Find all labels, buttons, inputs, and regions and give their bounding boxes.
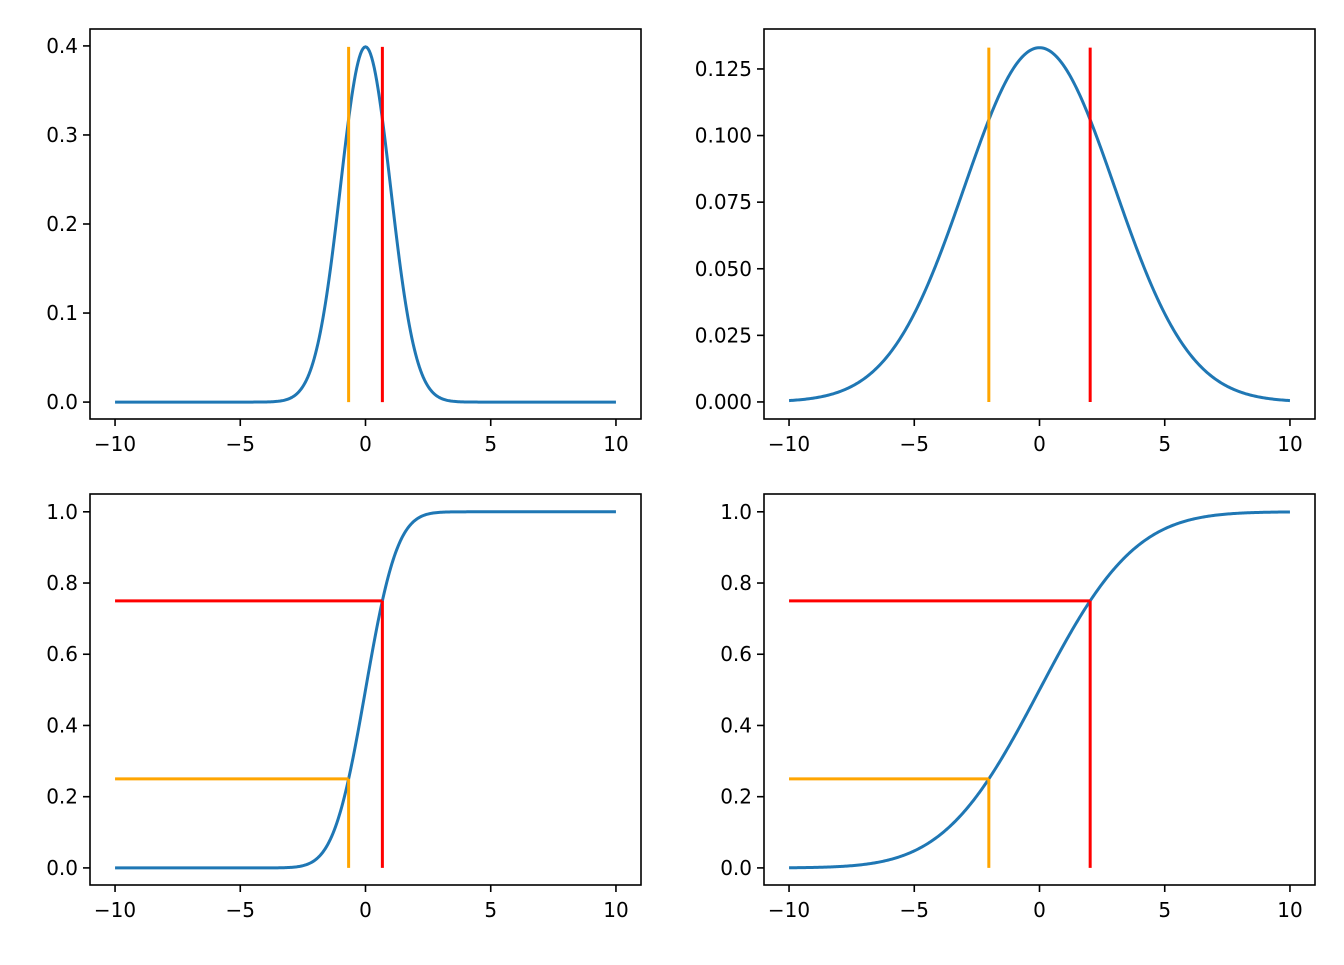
y-tick-label: 0.2 (46, 212, 78, 236)
y-tick-label: 0.8 (720, 571, 752, 595)
y-tick-label: 0.1 (46, 301, 78, 325)
y-tick-label: 0.4 (720, 713, 752, 737)
x-tick-label: −10 (94, 432, 136, 456)
y-tick-label: 0.6 (46, 642, 78, 666)
y-tick-label: 0.2 (720, 785, 752, 809)
subplot-3: −10 −5 0 5 10 0.0 0.2 0.4 0.6 0.8 1.0 (46, 493, 642, 922)
y-tick-label: 0.0 (46, 390, 78, 414)
y-tick-label: 0.6 (720, 642, 752, 666)
x-tick-label: 10 (603, 898, 628, 922)
y-tick-label: 0.0 (720, 856, 752, 880)
x-tick-label: −5 (226, 898, 255, 922)
y-tick-label: 0.075 (695, 190, 752, 214)
y-tick-label: 0.2 (46, 785, 78, 809)
x-tick-label: −10 (768, 432, 810, 456)
x-tick-label: 0 (1033, 898, 1046, 922)
y-tick-label: 0.3 (46, 123, 78, 147)
y-tick-label: 0.0 (46, 856, 78, 880)
y-tick-label: 0.100 (695, 124, 752, 148)
x-tick-label: −10 (94, 898, 136, 922)
y-tick-label: 0.000 (695, 390, 752, 414)
y-tick-label: 0.8 (46, 571, 78, 595)
axes-frame (763, 28, 1316, 420)
cdf-curve (115, 510, 616, 870)
x-tick-label: 10 (1277, 898, 1302, 922)
y-tick-label: 0.050 (695, 257, 752, 281)
x-tick-label: 10 (1277, 432, 1302, 456)
y-tick-label: 0.4 (46, 34, 78, 58)
x-tick-label: 0 (359, 432, 372, 456)
y-tick-label: 1.0 (720, 500, 752, 524)
x-tick-label: −5 (226, 432, 255, 456)
subplot-1: −10 −5 0 5 10 0.0 0.1 0.2 0.3 0.4 (46, 28, 642, 456)
x-tick-label: 5 (1158, 898, 1171, 922)
cdf-curve (789, 510, 1290, 870)
x-tick-label: 0 (1033, 432, 1046, 456)
x-tick-label: −10 (768, 898, 810, 922)
y-tick-label: 0.125 (695, 57, 752, 81)
y-tick-label: 1.0 (46, 500, 78, 524)
x-tick-label: −5 (900, 898, 929, 922)
x-tick-label: 0 (359, 898, 372, 922)
subplot-2: −10 −5 0 5 10 0.000 0.025 0.050 0.075 0.100 0.125 (695, 28, 1316, 456)
x-tick-label: 5 (484, 432, 497, 456)
x-tick-label: 10 (603, 432, 628, 456)
pdf-curve (788, 46, 1291, 403)
y-tick-label: 0.025 (695, 323, 752, 347)
x-tick-label: 5 (1158, 432, 1171, 456)
y-tick-label: 0.4 (46, 713, 78, 737)
axes-frame (89, 28, 642, 420)
x-tick-label: 5 (484, 898, 497, 922)
subplot-4: −10 −5 0 5 10 0.0 0.2 0.4 0.6 0.8 1.0 (720, 493, 1316, 922)
pdf-curve (115, 45, 616, 404)
x-tick-label: −5 (900, 432, 929, 456)
